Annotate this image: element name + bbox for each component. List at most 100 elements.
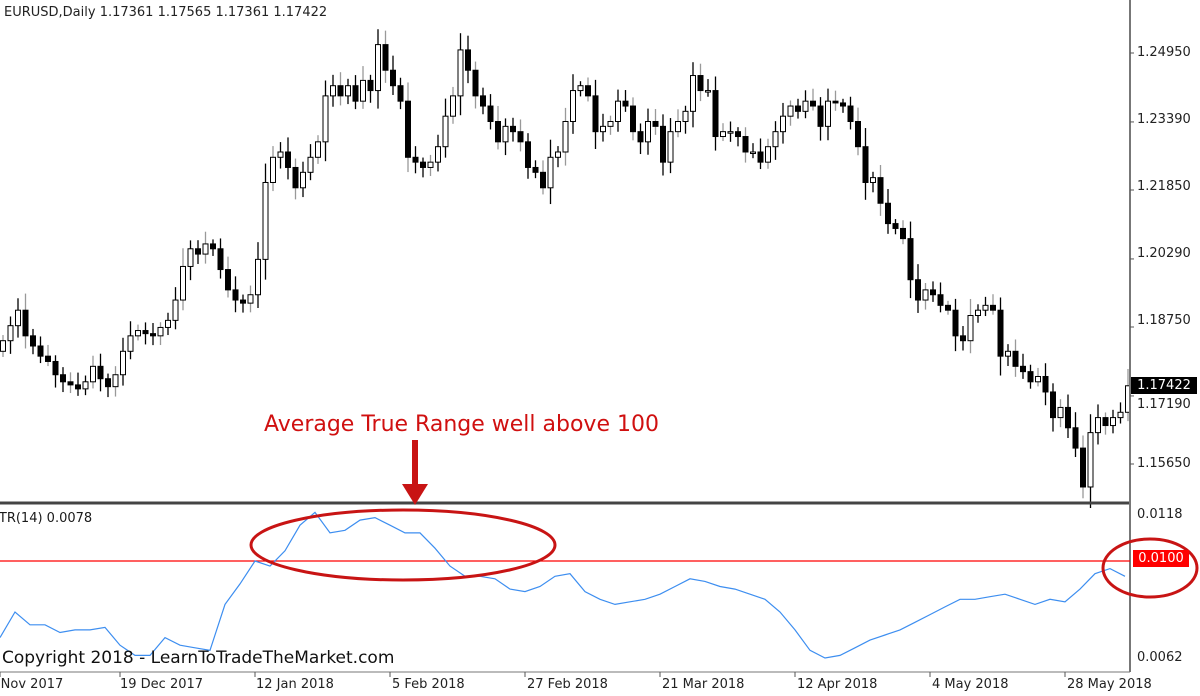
candle	[630, 97, 636, 141]
bear-candle-body	[210, 243, 216, 250]
candle	[15, 298, 21, 338]
bull-candle-body	[315, 141, 321, 158]
bull-candle-body	[600, 125, 606, 133]
bear-candle-body	[540, 171, 546, 189]
bear-candle-body	[810, 100, 816, 107]
symbol-header: EURUSD,Daily 1.17361 1.17565 1.17361 1.1…	[4, 5, 328, 20]
bull-candle-body	[1117, 411, 1124, 419]
bear-candle-body	[1027, 371, 1034, 383]
candle	[637, 123, 644, 155]
candle	[772, 121, 779, 160]
bear-candle-body	[847, 105, 854, 122]
candle	[840, 98, 846, 113]
bear-candle-body	[22, 309, 29, 337]
candle	[1035, 367, 1041, 387]
bull-candle-body	[375, 44, 381, 92]
bear-candle-body	[510, 125, 516, 133]
candle	[435, 134, 441, 172]
bear-candle-body	[195, 248, 201, 255]
bull-candle-body	[322, 95, 329, 143]
candle	[495, 105, 501, 150]
candle	[1110, 409, 1116, 434]
candle	[502, 118, 509, 156]
date-tick-label: 19 Dec 2017	[120, 677, 204, 692]
bear-candle-body	[397, 85, 404, 102]
bull-candle-body	[780, 115, 786, 133]
bear-candle-body	[97, 365, 104, 380]
bull-candle-body	[345, 85, 351, 97]
candle	[990, 294, 996, 315]
bear-candle-body	[412, 156, 419, 163]
bull-candle-body	[802, 100, 809, 112]
candle	[472, 61, 479, 109]
bear-candle-body	[832, 100, 839, 104]
atr-tick-label: 0.0118	[1137, 507, 1183, 522]
bear-candle-body	[915, 279, 921, 301]
candle	[427, 154, 434, 177]
bull-candle-body	[562, 121, 569, 153]
bear-candle-body	[630, 105, 636, 133]
date-tick-label: 5 Feb 2018	[392, 677, 465, 692]
candle	[157, 322, 164, 346]
candle	[37, 336, 44, 364]
candle	[465, 35, 471, 84]
bear-candle-body	[45, 355, 51, 362]
bear-candle-body	[75, 384, 81, 390]
candle	[337, 72, 344, 106]
bull-candle-body	[690, 75, 696, 112]
candle	[525, 133, 531, 179]
bull-candle-body	[0, 340, 6, 352]
candle	[1057, 399, 1064, 428]
bull-candle-body	[922, 289, 929, 301]
candle	[705, 79, 711, 97]
bull-candle-body	[607, 121, 614, 127]
candle	[135, 324, 141, 341]
candle	[75, 372, 81, 396]
bear-candle-body	[742, 136, 749, 153]
bear-candle-body	[240, 299, 246, 304]
bear-candle-body	[337, 85, 344, 97]
candle	[322, 80, 329, 162]
atr-level-label: 0.0100	[1133, 550, 1189, 567]
axis-ticks	[0, 52, 1134, 677]
bear-candle-body	[487, 105, 494, 122]
candle	[510, 117, 516, 142]
candle	[172, 287, 179, 330]
bear-candle-body	[1012, 350, 1019, 367]
bear-candle-body	[637, 131, 644, 143]
bull-candle-body	[705, 90, 711, 93]
bull-candle-body	[645, 121, 651, 143]
candle	[1072, 412, 1079, 458]
bear-candle-body	[585, 85, 591, 97]
candle	[315, 135, 321, 164]
candle	[232, 276, 239, 313]
indicator-label: ATR(14) 0.0078	[0, 511, 93, 526]
bear-candle-body	[900, 227, 906, 240]
bull-candle-body	[247, 294, 254, 304]
bull-candle-body	[1057, 406, 1064, 419]
candle	[105, 373, 111, 398]
bear-candle-body	[997, 309, 1004, 357]
candle	[967, 298, 974, 354]
candle	[757, 138, 764, 170]
candle	[120, 337, 126, 386]
candle	[997, 297, 1004, 376]
bull-candle-body	[967, 315, 974, 342]
atr-tick-label: 0.0062	[1137, 650, 1183, 665]
date-tick-label: 27 Nov 2017	[0, 677, 64, 692]
bear-candle-body	[862, 146, 869, 183]
candle	[345, 78, 351, 105]
bear-candle-body	[1080, 447, 1086, 488]
bear-candle-body	[660, 125, 666, 163]
candle	[607, 115, 614, 135]
price-tick-label: 1.21850	[1137, 179, 1191, 194]
candle	[1087, 414, 1094, 509]
bear-candle-body	[622, 100, 629, 107]
bear-candle-body	[532, 166, 539, 173]
bear-candle-body	[37, 345, 44, 357]
candle	[787, 100, 794, 126]
bull-candle-body	[270, 156, 276, 183]
bear-candle-body	[937, 294, 944, 306]
candle	[240, 294, 246, 313]
